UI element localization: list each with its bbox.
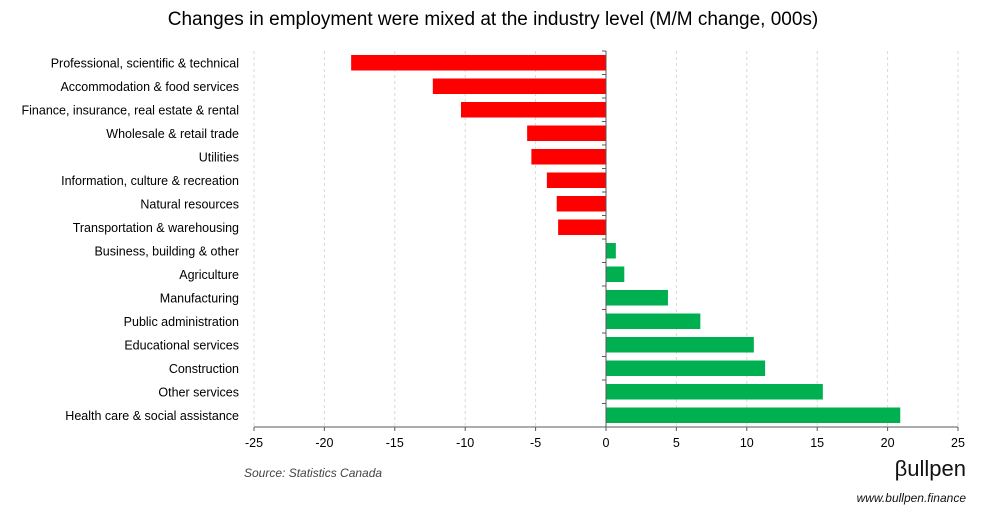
category-label: Construction <box>169 362 239 376</box>
category-label: Information, culture & recreation <box>61 174 239 188</box>
bar <box>351 54 606 71</box>
category-label: Utilities <box>199 150 239 164</box>
x-tick-label: 25 <box>951 436 965 450</box>
bar <box>432 78 606 95</box>
category-labels: Professional, scientific & technical Acco… <box>22 56 240 423</box>
x-tick-label: -20 <box>315 436 333 450</box>
source-note: Source: Statistics Canada <box>244 466 382 480</box>
x-tick-label: 10 <box>740 436 754 450</box>
category-label: Business, building & other <box>94 244 239 258</box>
axes <box>253 50 959 431</box>
category-label: Other services <box>158 385 239 399</box>
bar <box>606 266 625 283</box>
x-tick-label: 20 <box>881 436 895 450</box>
category-label: Public administration <box>124 315 239 329</box>
x-tick-label: 5 <box>673 436 680 450</box>
x-tick-label: -25 <box>245 436 263 450</box>
bar <box>556 195 606 212</box>
category-label: Natural resources <box>140 197 239 211</box>
category-label: Health care & social assistance <box>65 409 239 423</box>
bar <box>527 125 606 142</box>
x-tick-label: 0 <box>603 436 610 450</box>
bar <box>606 336 754 353</box>
bar <box>531 148 606 165</box>
bullpen-logo: βullpen <box>895 456 966 481</box>
category-label: Accommodation & food services <box>60 80 239 94</box>
category-label: Manufacturing <box>160 291 239 305</box>
category-label: Professional, scientific & technical <box>51 56 239 70</box>
bar <box>460 101 606 118</box>
x-tick-label: -10 <box>456 436 474 450</box>
website-url: www.bullpen.finance <box>857 491 967 505</box>
bar <box>606 289 668 306</box>
bar <box>606 407 901 424</box>
chart-title: Changes in employment were mixed at the … <box>168 9 819 30</box>
x-tick-label: -15 <box>386 436 404 450</box>
bar <box>558 219 606 236</box>
bar <box>606 360 766 377</box>
bar <box>606 313 701 330</box>
category-label: Transportation & warehousing <box>73 221 239 235</box>
bar <box>546 172 606 189</box>
category-label: Finance, insurance, real estate & rental <box>22 103 239 117</box>
category-label: Wholesale & retail trade <box>106 127 239 141</box>
x-tick-label: -5 <box>530 436 541 450</box>
bars <box>351 54 901 424</box>
category-label: Agriculture <box>179 268 239 282</box>
category-label: Educational services <box>124 338 239 352</box>
bar <box>606 383 823 400</box>
bar <box>606 242 616 259</box>
x-tick-label: 15 <box>810 436 824 450</box>
tick-labels: -25 -20 -15 -10 -5 0 5 10 15 20 25 <box>245 436 965 450</box>
